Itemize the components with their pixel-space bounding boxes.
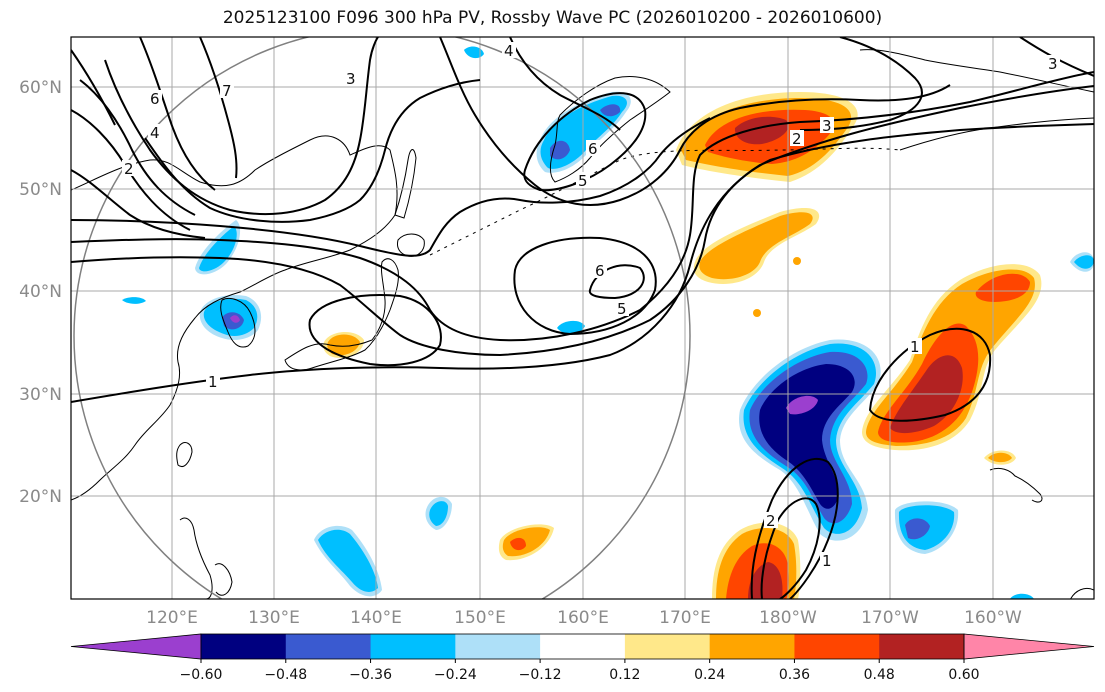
pv-contour-6-closed — [588, 264, 645, 300]
contour-label-6-west: 6 — [150, 90, 160, 108]
lon-label-180w: 180°W — [759, 608, 817, 628]
colorbar-segment — [455, 634, 541, 659]
japan-coastline — [284, 258, 399, 371]
pv-contour-5 — [144, 79, 481, 223]
lon-label-170e: 170°E — [659, 608, 711, 628]
pv-contour-2 — [71, 123, 1094, 357]
pv-contour-6 — [104, 37, 379, 216]
contour-label-5-south: 5 — [617, 300, 627, 318]
pv-contour-dense-3 — [71, 169, 206, 239]
lat-label-40: 40°N — [19, 282, 62, 302]
pv-contour-positive-ring — [868, 327, 992, 422]
contour-label-4: 4 — [504, 42, 514, 60]
contour-label-1-south: 1 — [822, 552, 832, 570]
map-title: 2025123100 F096 300 hPa PV, Rossby Wave … — [222, 8, 883, 28]
map-plot-area: 1 2 3 3 3 4 5 5 6 6 7 6 4 2 — [71, 37, 1094, 599]
contour-label-3-east: 3 — [1048, 55, 1058, 73]
colorbar-tick-label: −0.12 — [519, 667, 562, 683]
contour-label-1-east: 1 — [910, 338, 920, 356]
contour-label-5: 5 — [578, 172, 588, 190]
colorbar: −0.60 −0.48 −0.36 −0.24 −0.12 0.12 0.24 0.36 0.4… — [70, 633, 1095, 683]
kamchatka-coastline — [550, 76, 671, 183]
pv-contour-upper-1 — [439, 37, 951, 206]
contour-labels: 1 2 3 3 3 4 5 5 6 6 7 6 4 2 — [122, 42, 1060, 570]
colorbar-segment — [540, 634, 626, 659]
contour-label-6: 6 — [595, 262, 605, 280]
pv-contour-japan — [308, 294, 442, 367]
contour-label-2: 2 — [792, 130, 802, 148]
contour-label-3: 3 — [822, 117, 832, 135]
colorbar-segment — [285, 634, 372, 659]
lon-label-170w: 170°W — [861, 608, 919, 628]
pv-contour-5-closed — [513, 236, 657, 336]
contour-label-3-west: 3 — [346, 70, 356, 88]
colorbar-ticks: −0.60 −0.48 −0.36 −0.24 −0.12 0.12 0.24 0.36 0.4… — [180, 659, 980, 683]
lat-label-20: 20°N — [19, 487, 62, 507]
lon-label-160w: 160°W — [964, 608, 1022, 628]
hawaii-coastline — [989, 467, 1043, 503]
lat-label-50: 50°N — [19, 180, 62, 200]
contour-label-4-west: 4 — [150, 124, 160, 142]
pv-contour-upper-2 — [509, 37, 621, 131]
colorbar-tick-label: −0.24 — [434, 667, 477, 683]
colorbar-segment — [709, 634, 795, 659]
colorbar-tick-label: −0.60 — [180, 667, 223, 683]
sakhalin-coastline — [394, 149, 417, 219]
aleutian-islands — [429, 147, 901, 256]
colorbar-extend-low — [70, 633, 202, 660]
korea-coastline — [220, 298, 256, 348]
contour-label-7: 7 — [222, 82, 232, 100]
lon-label-160e: 160°E — [557, 608, 609, 628]
colorbar-tick-label: 0.48 — [864, 667, 895, 683]
pv-contour-dense-4 — [71, 49, 116, 126]
colorbar-segment — [879, 634, 965, 659]
pv-contour-dense-2 — [79, 79, 196, 216]
pv-contour-okhotsk — [523, 92, 647, 192]
colorbar-outline — [200, 633, 965, 660]
colorbar-tick-label: −0.36 — [349, 667, 392, 683]
pv-contour-3 — [71, 71, 1094, 342]
contour-label-1: 1 — [208, 373, 218, 391]
pv-contour-7 — [199, 37, 238, 179]
lon-label-140e: 140°E — [350, 608, 402, 628]
longitude-labels: 120°E 130°E 140°E 150°E 160°E 170°E 180°… — [146, 608, 1022, 628]
colorbar-tick-label: 0.36 — [779, 667, 810, 683]
graticule — [71, 37, 1094, 599]
colorbar-segment — [624, 634, 711, 659]
reference-circle — [73, 37, 691, 599]
colorbar-segments — [70, 633, 1095, 660]
colorbar-segment — [370, 634, 456, 659]
pv-contour-1 — [71, 85, 1094, 403]
taiwan-coastline — [176, 442, 193, 467]
contour-label-6-okhotsk: 6 — [588, 140, 598, 158]
latitude-labels: 60°N 50°N 40°N 30°N 20°N — [19, 78, 62, 507]
lon-label-120e: 120°E — [146, 608, 198, 628]
contour-label-2-west: 2 — [124, 160, 134, 178]
contour-label-2-south: 2 — [766, 512, 776, 530]
map-frame — [70, 36, 1095, 600]
lon-label-130e: 130°E — [248, 608, 300, 628]
pv-contour-south-2 — [760, 497, 821, 599]
pv-contour-upper-3 — [799, 37, 923, 131]
lat-label-60: 60°N — [19, 78, 62, 98]
colorbar-segment — [794, 634, 880, 659]
colorbar-extend-high — [963, 633, 1095, 660]
lon-label-150e: 150°E — [454, 608, 506, 628]
colorbar-tick-label: −0.48 — [264, 667, 307, 683]
lat-label-30: 30°N — [19, 385, 62, 405]
colorbar-segment — [201, 634, 287, 659]
colorbar-tick-label: 0.12 — [609, 667, 640, 683]
pv-contour-dense-5 — [139, 37, 216, 191]
hokkaido-coastline — [397, 233, 425, 257]
pv-contour-4 — [71, 117, 711, 257]
pv-contours — [71, 37, 1094, 599]
colorbar-tick-label: 0.24 — [694, 667, 725, 683]
colorbar-tick-label: 0.60 — [948, 667, 979, 683]
asia-coastline — [71, 135, 398, 501]
